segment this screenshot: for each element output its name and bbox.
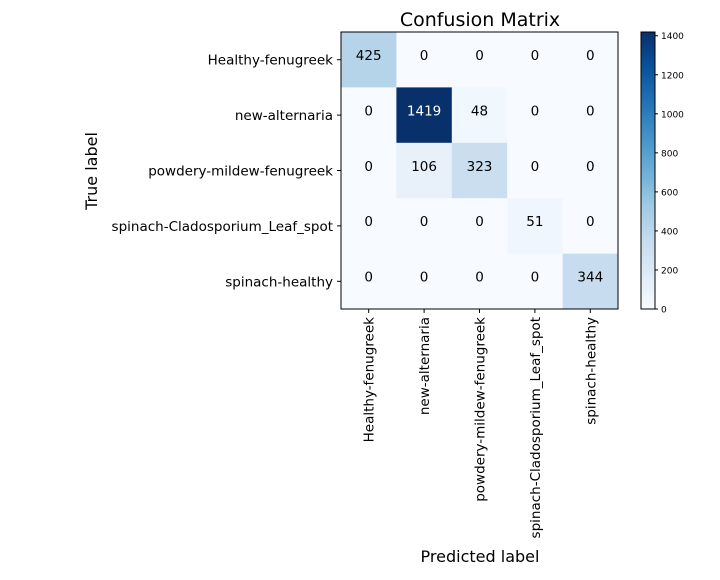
- cell-value-r1-c1: 1419: [407, 103, 441, 119]
- x-axis-label: Predicted label: [421, 547, 540, 566]
- heatmap-cell-r2-c0: [341, 142, 397, 199]
- heatmap-cell-r4-c1: [396, 253, 453, 310]
- cell-value-r3-c2: 0: [475, 214, 484, 230]
- heatmap-cell-r3-c4: [562, 198, 619, 255]
- x-tick-label-1: new-alternaria: [417, 317, 433, 415]
- colorbar-tick-label-4: 800: [661, 149, 678, 159]
- cell-value-r0-c1: 0: [420, 48, 429, 64]
- x-tick-label-2: powdery-mildew-fenugreek: [473, 317, 489, 502]
- y-axis-label: True label: [82, 132, 101, 211]
- colorbar-ticks: 0 200 400 600 800 1000 1200 1400: [655, 32, 684, 316]
- heatmap-cell-r1-c3: [507, 87, 564, 144]
- cell-value-r2-c2: 323: [467, 159, 493, 175]
- cell-value-r0-c0: 425: [356, 48, 382, 64]
- cell-value-r0-c2: 0: [475, 48, 484, 64]
- cell-value-r3-c4: 0: [586, 214, 595, 230]
- colorbar-tick-label-3: 600: [661, 188, 678, 198]
- x-tick-labels: Healthy-fenugreek new-alternaria powdery-m…: [362, 309, 599, 538]
- cell-value-r3-c1: 0: [420, 214, 429, 230]
- colorbar-tick-label-0: 0: [661, 306, 667, 316]
- y-tick-label-1: new-alternaria: [235, 108, 333, 124]
- cell-value-r2-c0: 0: [364, 159, 373, 175]
- cell-value-r2-c3: 0: [531, 159, 540, 175]
- cell-value-r2-c4: 0: [586, 159, 595, 175]
- cell-value-r4-c1: 0: [420, 270, 429, 286]
- heatmap-cell-r2-c1: [396, 142, 453, 199]
- y-tick-label-2: powdery-mildew-fenugreek: [148, 164, 333, 180]
- y-tick-label-3: spinach-Cladosporium_Leaf_spot: [112, 219, 333, 235]
- cell-value-r4-c3: 0: [531, 270, 540, 286]
- cell-value-r1-c2: 48: [471, 103, 488, 119]
- heatmap-cell-r0-c0: [341, 32, 397, 88]
- cell-value-r0-c3: 0: [531, 48, 540, 64]
- colorbar: [640, 31, 656, 310]
- heatmap-cell-r1-c0: [341, 87, 397, 144]
- cell-value-r1-c4: 0: [586, 103, 595, 119]
- cell-value-r3-c0: 0: [364, 214, 373, 230]
- heatmap-cell-r4-c3: [507, 253, 564, 310]
- heatmap-cell-r1-c4: [562, 87, 619, 144]
- cell-value-r0-c4: 0: [586, 48, 595, 64]
- colorbar-tick-label-1: 200: [661, 266, 678, 276]
- heatmap-cells: [341, 32, 619, 310]
- heatmap-cell-r2-c2: [451, 142, 508, 199]
- cell-value-labels: 425 0 0 0 0 0 1419 48 0 0 0 106 323 0 0 0 0 0 51 0 0 0 0 0 344: [356, 48, 603, 286]
- cell-value-r2-c1: 106: [411, 159, 437, 175]
- cell-value-r4-c2: 0: [475, 270, 484, 286]
- y-tick-labels: Healthy-fenugreek new-alternaria powdery-m…: [112, 53, 341, 290]
- heatmap-cell-r3-c1: [396, 198, 453, 255]
- colorbar-tick-label-5: 1000: [661, 110, 684, 120]
- colorbar-tick-label-6: 1200: [661, 71, 684, 81]
- y-tick-label-0: Healthy-fenugreek: [208, 53, 334, 69]
- colorbar-tick-label-2: 400: [661, 227, 678, 237]
- heatmap-cell-r3-c3: [507, 198, 564, 255]
- chart-title: Confusion Matrix: [400, 9, 560, 31]
- heatmap-cell-r2-c3: [507, 142, 564, 199]
- cell-value-r1-c3: 0: [531, 103, 540, 119]
- heatmap-cell-r3-c2: [451, 198, 508, 255]
- heatmap-cell-r1-c1: [396, 87, 453, 144]
- heatmap-cell-r3-c0: [341, 198, 397, 255]
- heatmap-cell-r0-c3: [507, 32, 564, 88]
- x-tick-label-0: Healthy-fenugreek: [362, 317, 378, 443]
- colorbar-tick-label-7: 1400: [661, 32, 684, 42]
- x-tick-label-4: spinach-healthy: [583, 317, 599, 425]
- cell-value-r3-c3: 51: [526, 214, 543, 230]
- heatmap-cell-r1-c2: [451, 87, 508, 144]
- cell-value-r4-c0: 0: [364, 270, 373, 286]
- heatmap-cell-r4-c0: [341, 253, 397, 310]
- cell-value-r1-c0: 0: [364, 103, 373, 119]
- heatmap-cell-r2-c4: [562, 142, 619, 199]
- heatmap-cell-r0-c4: [562, 32, 619, 88]
- heatmap-cell-r0-c2: [451, 32, 508, 88]
- heatmap-cell-r4-c2: [451, 253, 508, 310]
- heatmap-cell-r0-c1: [396, 32, 453, 88]
- cell-value-r4-c4: 344: [577, 270, 603, 286]
- heatmap-cell-r4-c4: [562, 253, 619, 310]
- y-tick-label-4: spinach-healthy: [225, 274, 333, 290]
- x-tick-label-3: spinach-Cladosporium_Leaf_spot: [528, 317, 544, 538]
